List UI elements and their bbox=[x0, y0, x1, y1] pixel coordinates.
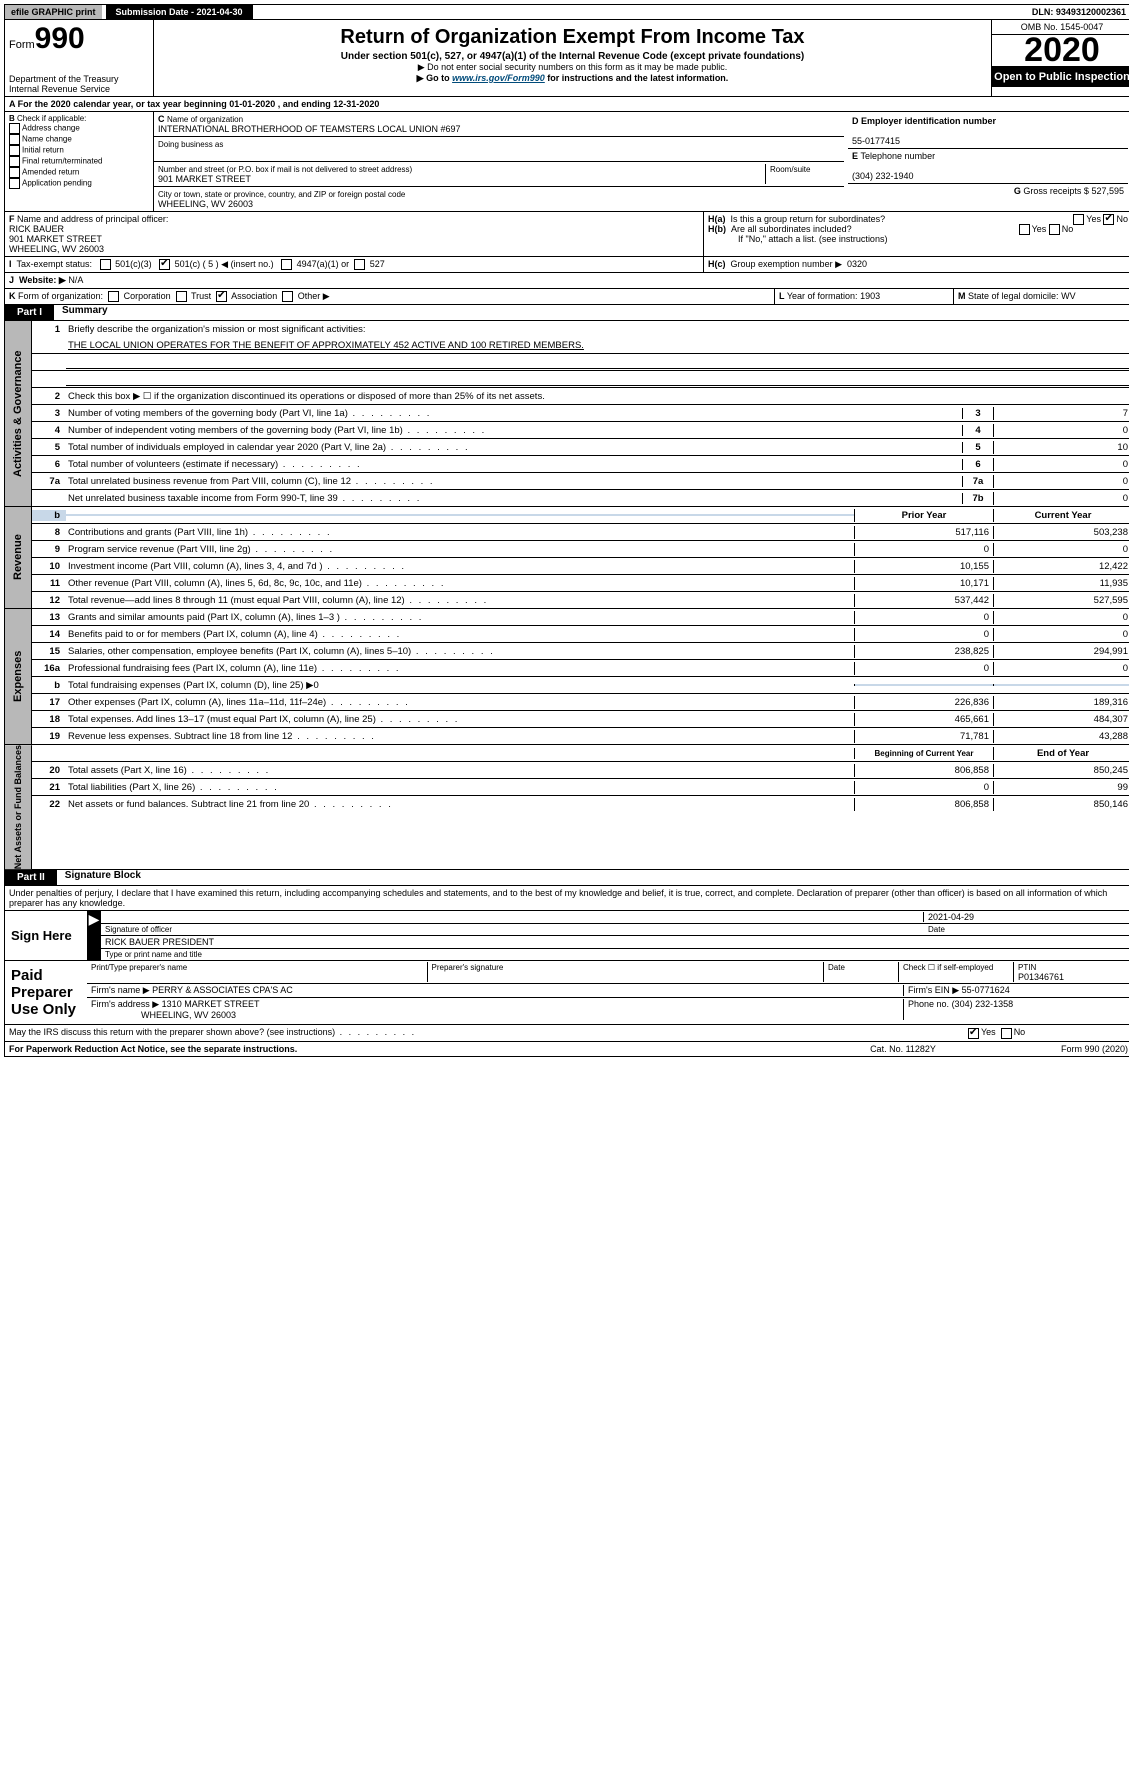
section-i: I Tax-exempt status: 501(c)(3) 501(c) ( … bbox=[4, 257, 1129, 273]
penalty-text: Under penalties of perjury, I declare th… bbox=[4, 886, 1129, 911]
tax-year: 2020 bbox=[992, 35, 1129, 67]
section-a: A For the 2020 calendar year, or tax yea… bbox=[4, 97, 1129, 112]
part1-governance: Activities & Governance 1Briefly describ… bbox=[4, 321, 1129, 507]
part1-netassets: Net Assets or Fund Balances Beginning of… bbox=[4, 745, 1129, 870]
vtab-expenses: Expenses bbox=[5, 609, 32, 744]
part1-revenue: Revenue bPrior YearCurrent Year 8Contrib… bbox=[4, 507, 1129, 609]
irs-label: Internal Revenue Service bbox=[9, 84, 149, 94]
section-j: J Website: ▶ N/A bbox=[4, 273, 1129, 289]
note-ssn: ▶ Do not enter social security numbers o… bbox=[158, 62, 987, 73]
efile-label[interactable]: efile GRAPHIC print bbox=[5, 5, 102, 19]
note-link: ▶ Go to www.irs.gov/Form990 for instruct… bbox=[158, 73, 987, 84]
entity-info: B Check if applicable: Address change Na… bbox=[4, 112, 1129, 212]
form-subtitle: Under section 501(c), 527, or 4947(a)(1)… bbox=[158, 51, 987, 62]
form-title: Return of Organization Exempt From Incom… bbox=[158, 26, 987, 49]
paid-preparer: Paid Preparer Use Only Print/Type prepar… bbox=[4, 961, 1129, 1025]
submission-date-button[interactable]: Submission Date - 2021-04-30 bbox=[106, 5, 253, 19]
form-number: Form990 bbox=[9, 22, 149, 56]
discuss-row: May the IRS discuss this return with the… bbox=[4, 1025, 1129, 1041]
dept-label: Department of the Treasury bbox=[9, 74, 149, 84]
open-inspection: Open to Public Inspection bbox=[992, 67, 1129, 87]
section-d-e-g: D Employer identification number55-01774… bbox=[844, 112, 1129, 211]
footer: For Paperwork Reduction Act Notice, see … bbox=[4, 1042, 1129, 1057]
vtab-netassets: Net Assets or Fund Balances bbox=[5, 745, 32, 869]
section-b: B Check if applicable: Address change Na… bbox=[5, 112, 154, 211]
part1-header: Part I Summary bbox=[4, 305, 1129, 321]
section-c: C Name of organizationINTERNATIONAL BROT… bbox=[154, 112, 844, 211]
section-klm: K Form of organization: Corporation Trus… bbox=[4, 289, 1129, 305]
part1-expenses: Expenses 13Grants and similar amounts pa… bbox=[4, 609, 1129, 745]
section-f-h: F Name and address of principal officer:… bbox=[4, 212, 1129, 257]
form990-link[interactable]: www.irs.gov/Form990 bbox=[452, 73, 545, 83]
top-bar: efile GRAPHIC print Submission Date - 20… bbox=[4, 4, 1129, 20]
dln-label: DLN: 93493120002361 bbox=[1026, 5, 1129, 19]
vtab-revenue: Revenue bbox=[5, 507, 32, 608]
sign-here: Sign Here ▶ 2021-04-29 Signature of offi… bbox=[4, 911, 1129, 961]
vtab-governance: Activities & Governance bbox=[5, 321, 32, 506]
part2-header: Part II Signature Block bbox=[4, 870, 1129, 886]
form-header: Form990 Department of the Treasury Inter… bbox=[4, 20, 1129, 97]
